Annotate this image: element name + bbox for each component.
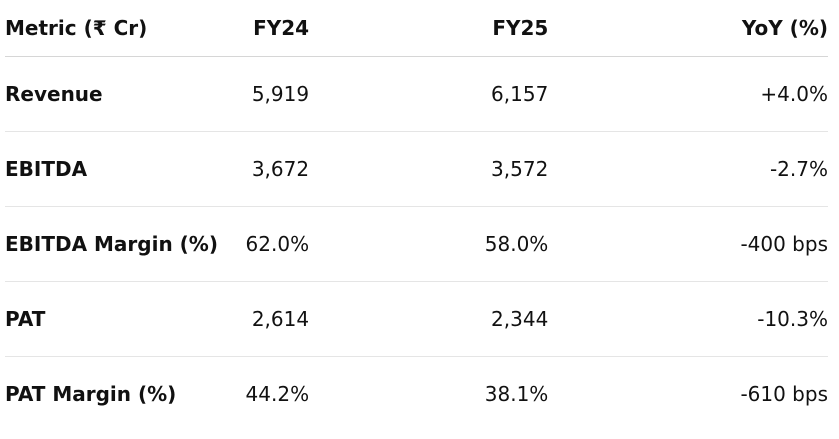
header-cell: YoY (%)	[548, 0, 828, 57]
cell: 5,919	[218, 56, 310, 132]
cell: -10.3%	[548, 281, 828, 357]
header-cell: FY24	[218, 0, 310, 57]
header-cell: FY25	[309, 0, 549, 57]
header-cell: Metric (₹ Cr)	[5, 0, 218, 57]
header-row: Metric (₹ Cr) FY24 FY25 YoY (%)	[5, 0, 828, 57]
cell: 38.1%	[484, 382, 549, 406]
cell: 2,614	[218, 281, 310, 357]
cell: 62.0%	[218, 206, 310, 282]
table-body: Revenue 5,919 6,157 +4.0% EBITDA 3,672 3,572 -2…	[5, 56, 828, 432]
cell: 58.0%	[309, 206, 549, 282]
cell: 6,157	[309, 56, 549, 132]
row-label: Revenue	[5, 56, 218, 132]
row-label: PAT Margin (%)	[5, 382, 177, 406]
cell: -2.7%	[548, 131, 828, 207]
cell: 3,672	[218, 131, 310, 207]
cell: 2,344	[309, 281, 549, 357]
table-row: Revenue 5,919 6,157 +4.0%	[5, 56, 828, 132]
table-row: EBITDA Margin (%) 62.0% 58.0% -400 bps	[5, 206, 828, 282]
table-row: EBITDA 3,672 3,572 -2.7%	[5, 131, 828, 207]
cell: 3,572	[309, 131, 549, 207]
cell: -400 bps	[548, 206, 828, 282]
row-label: EBITDA	[5, 131, 218, 207]
financial-table: Metric (₹ Cr) FY24 FY25 YoY (%) Revenue 5,91…	[5, 0, 828, 431]
cell: 44.2%	[245, 382, 310, 406]
table-row: PAT Margin (%) 44.2% 38.1% -610 bps	[5, 357, 828, 432]
row-label: PAT	[5, 281, 218, 357]
cell: +4.0%	[548, 56, 828, 132]
cell: -610 bps	[740, 382, 828, 406]
row-label: EBITDA Margin (%)	[5, 206, 218, 282]
table-row: PAT 2,614 2,344 -10.3%	[5, 281, 828, 357]
